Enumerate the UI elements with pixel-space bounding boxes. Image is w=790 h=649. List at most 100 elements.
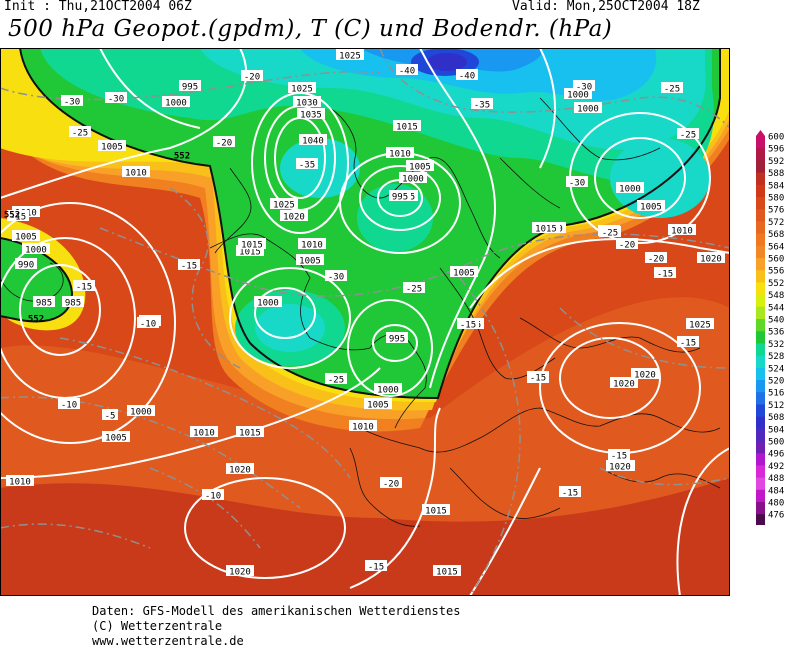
pressure-label: 1025 bbox=[288, 82, 316, 95]
geopotential-label: 552 bbox=[174, 152, 190, 162]
legend-value-label: 584 bbox=[768, 181, 784, 191]
legend-color-swatch bbox=[756, 245, 765, 259]
svg-text:-5: -5 bbox=[105, 412, 116, 422]
svg-text:552: 552 bbox=[28, 315, 44, 325]
legend-color-swatch bbox=[756, 197, 765, 210]
svg-text:1015: 1015 bbox=[239, 429, 261, 439]
svg-text:-25: -25 bbox=[72, 129, 88, 139]
legend-color-swatch bbox=[756, 404, 765, 418]
legend-color-swatch bbox=[756, 136, 765, 149]
temperature-label: -15 bbox=[608, 449, 630, 462]
svg-text:-15: -15 bbox=[10, 213, 26, 223]
pressure-label: 1010 bbox=[386, 147, 414, 160]
temperature-labels: -30 -30-25-20-40 -40-35-30 -25-25-20-35-30-… bbox=[7, 64, 699, 573]
temperature-label: -15 bbox=[677, 336, 699, 349]
pressure-label: 1005 bbox=[450, 266, 478, 279]
temperature-label: -30 bbox=[566, 176, 588, 189]
svg-text:1000: 1000 bbox=[257, 299, 279, 309]
temperature-label: -15 bbox=[559, 486, 581, 499]
svg-text:1025: 1025 bbox=[273, 201, 295, 211]
svg-text:-20: -20 bbox=[648, 255, 664, 265]
legend-color-swatch bbox=[756, 172, 765, 186]
chart-title: 500 hPa Geopot.(gpdm), T (C) und Bodendr… bbox=[8, 16, 613, 42]
svg-text:-15: -15 bbox=[680, 339, 696, 349]
svg-text:1005: 1005 bbox=[640, 203, 662, 213]
pressure-label: 985 bbox=[33, 296, 55, 309]
svg-text:552: 552 bbox=[4, 211, 20, 221]
pressure-label: 1015 bbox=[532, 222, 560, 235]
svg-text:-40: -40 bbox=[399, 67, 415, 77]
temperature-label: -20 bbox=[616, 238, 638, 251]
pressure-label: 1035 bbox=[297, 108, 325, 121]
geopotential-label: 552 bbox=[28, 315, 44, 325]
legend-value-label: 600 bbox=[768, 133, 784, 143]
pressure-label: 1030 bbox=[293, 96, 321, 109]
pressure-label: 1000 bbox=[574, 102, 602, 115]
svg-text:-15: -15 bbox=[368, 563, 384, 573]
svg-text:1010: 1010 bbox=[9, 478, 31, 488]
temperature-label: -25 bbox=[403, 282, 425, 295]
pressure-label: 1015 bbox=[393, 120, 421, 133]
pressure-label: 985 bbox=[62, 296, 84, 309]
pressure-label: 1000 bbox=[22, 243, 50, 256]
legend-value-label: 480 bbox=[768, 499, 784, 509]
legend-color-swatch bbox=[756, 514, 765, 527]
svg-text:1000: 1000 bbox=[25, 246, 47, 256]
svg-text:985: 985 bbox=[36, 299, 52, 309]
svg-text:1025: 1025 bbox=[291, 85, 313, 95]
svg-text:1020: 1020 bbox=[283, 213, 305, 223]
legend-value-label: 516 bbox=[768, 389, 784, 399]
svg-text:1000: 1000 bbox=[577, 105, 599, 115]
svg-text:-30: -30 bbox=[569, 179, 585, 189]
svg-text:-40: -40 bbox=[459, 72, 475, 82]
svg-text:985: 985 bbox=[65, 299, 81, 309]
pressure-label: 1005 bbox=[406, 160, 434, 173]
svg-text:-20: -20 bbox=[383, 480, 399, 490]
temperature-label: -25 bbox=[599, 226, 621, 239]
footer-website-link[interactable]: www.wetterzentrale.de bbox=[92, 634, 244, 648]
pressure-label: 1020 bbox=[631, 368, 659, 381]
legend-color-swatch bbox=[756, 319, 765, 332]
pressure-label: 995 bbox=[389, 190, 411, 203]
svg-text:-15: -15 bbox=[611, 452, 627, 462]
pressure-label: 1010 bbox=[298, 238, 326, 251]
temperature-label: -30 bbox=[573, 80, 595, 93]
legend-value-label: 492 bbox=[768, 462, 784, 472]
legend-value-label: 544 bbox=[768, 303, 784, 313]
footer-data-source: Daten: GFS-Modell des amerikanischen Wet… bbox=[92, 604, 461, 618]
pressure-label: 1005 bbox=[102, 431, 130, 444]
legend-color-swatch bbox=[756, 184, 765, 198]
pressure-label: 1010 bbox=[190, 426, 218, 439]
svg-text:1010: 1010 bbox=[352, 423, 374, 433]
svg-text:1005: 1005 bbox=[15, 233, 37, 243]
legend-value-label: 540 bbox=[768, 316, 784, 326]
svg-text:-20: -20 bbox=[619, 241, 635, 251]
pressure-label: 1000 bbox=[162, 96, 190, 109]
temperature-label: -30 bbox=[105, 92, 127, 105]
svg-text:-15: -15 bbox=[181, 262, 197, 272]
geopotential-labels: 552 552 552 bbox=[4, 152, 190, 325]
pressure-label: 995 bbox=[386, 332, 408, 345]
pressure-labels: 1025 1000 995 1000 1025 1030 1035 1040 1005 1010 1… bbox=[6, 49, 725, 578]
temperature-label: -15 bbox=[654, 267, 676, 280]
temperature-label: -20 bbox=[213, 136, 235, 149]
svg-text:1020: 1020 bbox=[700, 255, 722, 265]
pressure-label: 1020 bbox=[606, 460, 634, 473]
svg-text:1015: 1015 bbox=[436, 568, 458, 578]
svg-text:1000: 1000 bbox=[377, 386, 399, 396]
svg-text:1015: 1015 bbox=[239, 248, 261, 258]
temperature-label: -15 bbox=[457, 318, 479, 331]
pressure-label: 1015 bbox=[236, 426, 264, 439]
legend-color-swatch bbox=[756, 160, 765, 174]
pressure-label: 1015 bbox=[433, 565, 461, 578]
map-border bbox=[0, 48, 730, 596]
legend-value-label: 564 bbox=[768, 242, 784, 252]
pressure-label: 1005 bbox=[12, 230, 40, 243]
pressure-label: 1020 bbox=[610, 377, 638, 390]
svg-text:-25: -25 bbox=[602, 229, 618, 239]
valid-time-label: Valid: Mon,25OCT2004 18Z bbox=[512, 0, 700, 14]
svg-text:1005: 1005 bbox=[105, 434, 127, 444]
svg-text:-30: -30 bbox=[576, 83, 592, 93]
legend-value-label: 576 bbox=[768, 206, 784, 216]
svg-text:-10: -10 bbox=[140, 320, 156, 330]
